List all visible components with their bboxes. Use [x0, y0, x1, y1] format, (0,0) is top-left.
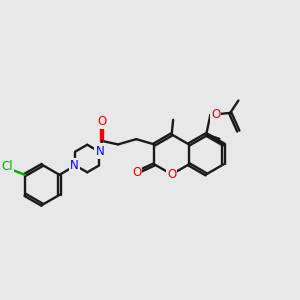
- Text: Cl: Cl: [1, 160, 13, 173]
- Text: N: N: [95, 145, 104, 158]
- Text: O: O: [211, 108, 220, 122]
- Text: O: O: [98, 115, 107, 128]
- Text: O: O: [132, 166, 141, 179]
- Text: O: O: [167, 168, 176, 181]
- Text: N: N: [70, 160, 79, 172]
